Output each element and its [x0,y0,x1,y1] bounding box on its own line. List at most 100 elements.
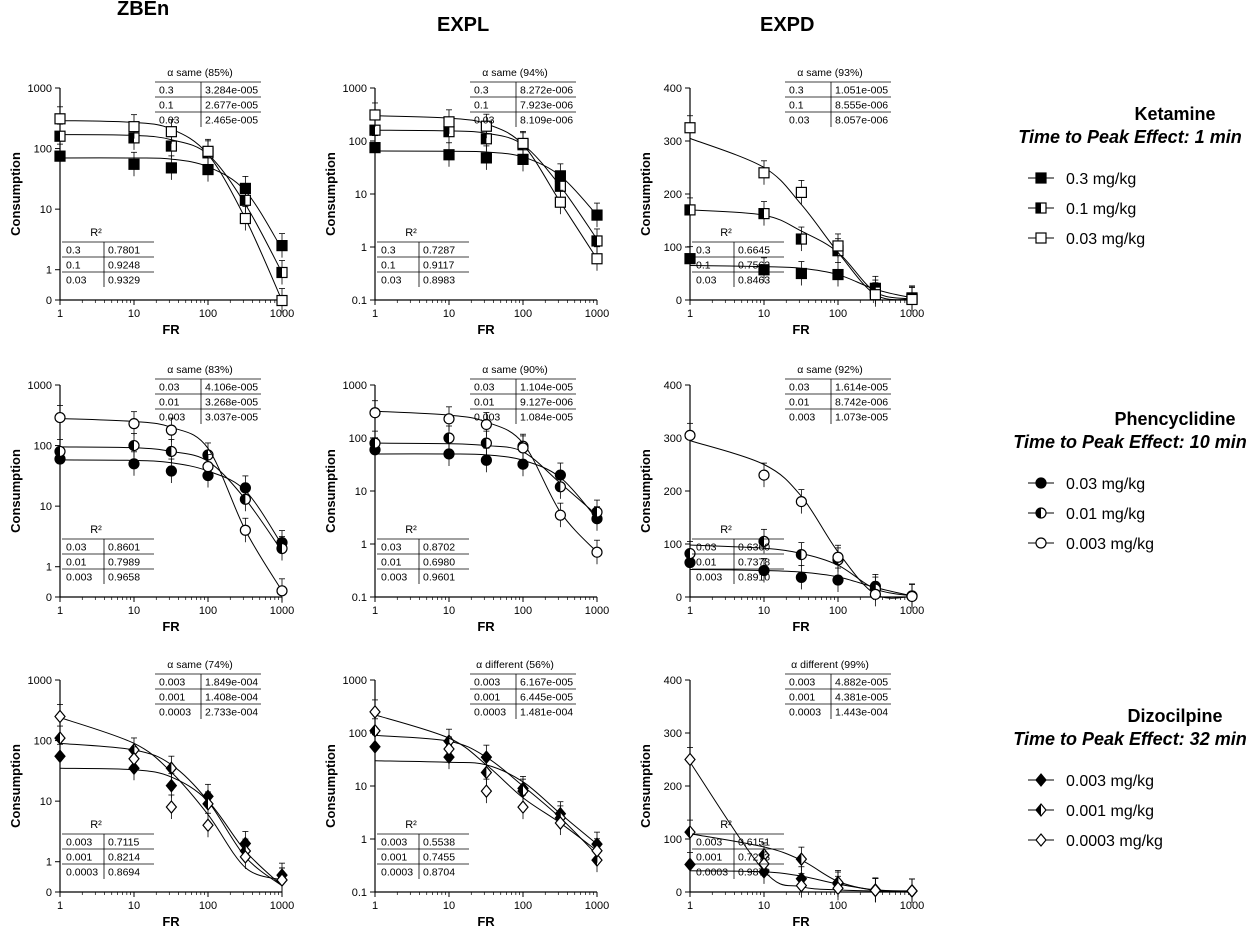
legend-marker [1035,773,1047,787]
y-axis-label: Consumption [323,152,338,236]
fit-curve [59,717,283,881]
data-point [239,849,252,864]
r2-table-value: 0.8702 [423,542,455,554]
alpha-table-value: 1.443e-004 [835,707,888,719]
r2-table-value: 0.7378 [738,557,770,569]
data-point [869,883,882,898]
x-tick-label: 10 [443,308,455,320]
data-point-half [370,724,375,737]
data-point-half [685,548,690,559]
data-point [276,240,288,252]
drug-name: Dizocilpine [1127,706,1222,726]
data-point [684,253,696,265]
y-tick-label: 1000 [343,675,367,687]
r2-label: R² [90,524,102,536]
data-point [369,704,381,719]
alpha-table-value: 1.104e-005 [520,382,573,394]
data-point-half [444,126,449,137]
y-tick-label: 0 [46,592,52,604]
alpha-table-dose: 0.3 [474,85,489,97]
alpha-table-dose: 0.003 [474,677,500,689]
r2-table-dose: 0.03 [66,542,87,554]
alpha-table-dose: 0.0003 [789,707,821,719]
data-point [128,121,140,133]
r2-table-value: 0.8704 [423,867,455,879]
data-point [369,109,381,121]
alpha-table-dose: 0.1 [789,100,804,112]
x-tick-label: 1 [57,605,63,617]
data-point [795,571,807,583]
legend-marker [1035,477,1047,489]
x-tick-label: 10 [443,900,455,912]
data-point [832,240,844,252]
y-tick-label: 100 [664,539,682,551]
alpha-table-value: 3.284e-005 [205,85,258,97]
y-axis-label: Consumption [8,152,23,236]
x-tick-label: 1000 [900,605,924,617]
alpha-table-value: 3.037e-005 [205,412,258,424]
data-point-half [518,785,523,798]
legend-label: 0.001 mg/kg [1066,803,1154,820]
r2-table-value: 0.7455 [423,852,455,864]
x-tick-label: 10 [758,605,770,617]
data-point-half [796,853,802,866]
data-point [684,122,696,134]
y-tick-label: 1 [46,857,52,869]
y-tick-label: 200 [664,781,682,793]
data-point [517,458,529,470]
r2-table-dose: 0.003 [381,837,407,849]
peak-effect: Time to Peak Effect: 32 min [1013,729,1246,749]
x-tick-label: 1 [372,900,378,912]
x-tick-label: 1 [687,308,693,320]
data-point [517,137,529,150]
y-axis-label: Consumption [8,744,23,828]
x-axis-label: FR [792,322,810,337]
alpha-table-value: 1.051e-005 [835,85,888,97]
legend-label: 0.01 mg/kg [1066,506,1145,523]
alpha-table-dose: 0.0003 [159,707,191,719]
r2-table-dose: 0.01 [66,557,87,569]
data-point-half [370,438,375,449]
x-tick-label: 10 [128,308,140,320]
y-tick-label: 1000 [28,380,52,392]
x-tick-label: 100 [829,308,847,320]
alpha-table-value: 8.057e-006 [835,115,888,127]
r2-table-value: 0.5538 [423,837,455,849]
data-point [832,551,844,563]
legend-phencyclidine: Phencyclidine Time to Peak Effect: 10 min… [1013,409,1246,553]
y-tick-label: 10 [355,189,367,201]
alpha-table-value: 8.109e-006 [520,115,573,127]
x-tick-label: 1000 [900,900,924,912]
data-point [758,264,770,276]
y-axis-label: Consumption [323,449,338,533]
r2-table-value: 0.9117 [423,260,454,272]
r2-table-dose: 0.003 [696,572,722,584]
data-point [480,454,492,466]
y-tick-label: 1 [46,562,52,574]
data-point [795,186,807,199]
r2-table-value: 0.8463 [738,275,770,287]
r2-table-dose: 0.3 [696,245,711,257]
data-point [591,209,603,221]
alpha-table-value: 4.381e-005 [835,692,888,704]
x-tick-label: 100 [514,308,532,320]
r2-table-value: 0.9601 [423,572,455,584]
alpha-table-dose: 0.03 [789,382,810,394]
legend-marker-half [1036,804,1041,816]
data-point [832,881,844,896]
x-tick-label: 1 [687,900,693,912]
y-tick-label: 1000 [28,675,52,687]
r2-table-dose: 0.1 [696,260,711,272]
alpha-label: α same (93%) [797,67,863,79]
x-tick-label: 10 [758,308,770,320]
data-point-half [203,797,208,810]
data-point-half [166,141,172,152]
alpha-table-value: 8.742e-006 [835,397,888,409]
alpha-table-dose: 0.3 [789,85,804,97]
data-point [54,709,66,724]
data-point [554,509,566,521]
data-point-half [129,440,134,451]
r2-table-value: 0.8983 [423,275,455,287]
alpha-table-value: 4.106e-005 [205,382,258,394]
data-point [202,163,214,176]
